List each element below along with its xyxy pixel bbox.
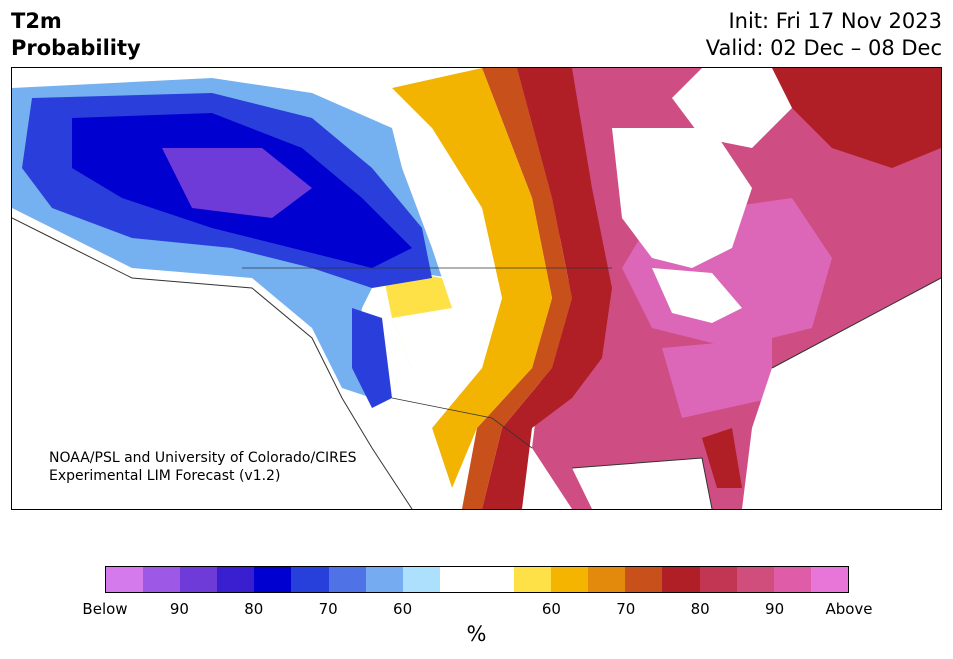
colorbar-segment [291, 567, 329, 592]
colorbar-segment [514, 567, 552, 592]
credit-line-2: Experimental LIM Forecast (v1.2) [49, 468, 281, 484]
colorbar-segment [773, 567, 811, 592]
colorbar-tick-label: 80 [690, 600, 710, 618]
colorbar-tick-label: 90 [169, 600, 189, 618]
colorbar-tick-label: Below [82, 600, 128, 618]
colorbar-segment [588, 567, 626, 592]
atlantic-ocean [742, 278, 941, 509]
colorbar-segment [402, 567, 440, 592]
map-svg [12, 68, 941, 509]
colorbar-segment [328, 567, 366, 592]
colorbar-tick-label: 90 [765, 600, 785, 618]
colorbar-tick-label: 70 [616, 600, 636, 618]
near-normal-region [392, 128, 502, 488]
colorbar-segment [180, 567, 218, 592]
colorbar-segment [254, 567, 292, 592]
colorbar [105, 566, 849, 593]
colorbar-tick-label: 70 [318, 600, 338, 618]
above-80-band [482, 68, 612, 509]
colorbar-tick-label: Above [825, 600, 873, 618]
gulf-of-mexico [572, 458, 712, 509]
title-block-right: Init: Fri 17 Nov 2023 Valid: 02 Dec – 08… [706, 8, 942, 62]
pacific-ocean [12, 218, 412, 509]
colorbar-segment [625, 567, 663, 592]
below-coastal [352, 308, 392, 408]
colorbar-segment [143, 567, 181, 592]
colorbar-segment [476, 567, 515, 592]
colorbar-tick-label: 60 [541, 600, 561, 618]
colorbar-segment [365, 567, 403, 592]
hudson-bay [612, 128, 752, 268]
title-block-left: T2m Probability [11, 8, 141, 62]
title-variable: T2m [11, 9, 62, 33]
greenland-red [772, 68, 941, 168]
colorbar-segment [699, 567, 737, 592]
border-us-mexico [391, 397, 533, 449]
valid-range: Valid: 02 Dec – 08 Dec [705, 36, 942, 60]
great-lakes [652, 268, 742, 323]
colorbar-tick-label: 80 [244, 600, 264, 618]
arctic-ocean [672, 68, 792, 148]
coastline [12, 217, 941, 509]
colorbar-segment [217, 567, 255, 592]
colorbar-tick-label: 60 [393, 600, 413, 618]
florida-red [702, 428, 742, 488]
above-70-band [462, 68, 572, 509]
credit-text: NOAA/PSL and University of Colorado/CIRE… [49, 449, 357, 485]
colorbar-unit-label: % [466, 622, 487, 646]
colorbar-segment [551, 567, 589, 592]
below-90-region [162, 148, 312, 218]
title-type: Probability [11, 36, 141, 60]
colorbar-ticks: Below 90 80 70 60 60 70 80 90 Above [82, 600, 872, 620]
colorbar-segment [662, 567, 700, 592]
colorbar-segment [106, 567, 144, 592]
init-date: Init: Fri 17 Nov 2023 [728, 9, 942, 33]
above-60-band [392, 68, 552, 488]
forecast-map [11, 67, 942, 510]
credit-line-1: NOAA/PSL and University of Colorado/CIRE… [49, 450, 357, 466]
colorbar-segment [736, 567, 774, 592]
above-extreme-region-2 [662, 338, 772, 418]
colorbar-segment [810, 567, 848, 592]
colorbar-segment [439, 567, 477, 592]
